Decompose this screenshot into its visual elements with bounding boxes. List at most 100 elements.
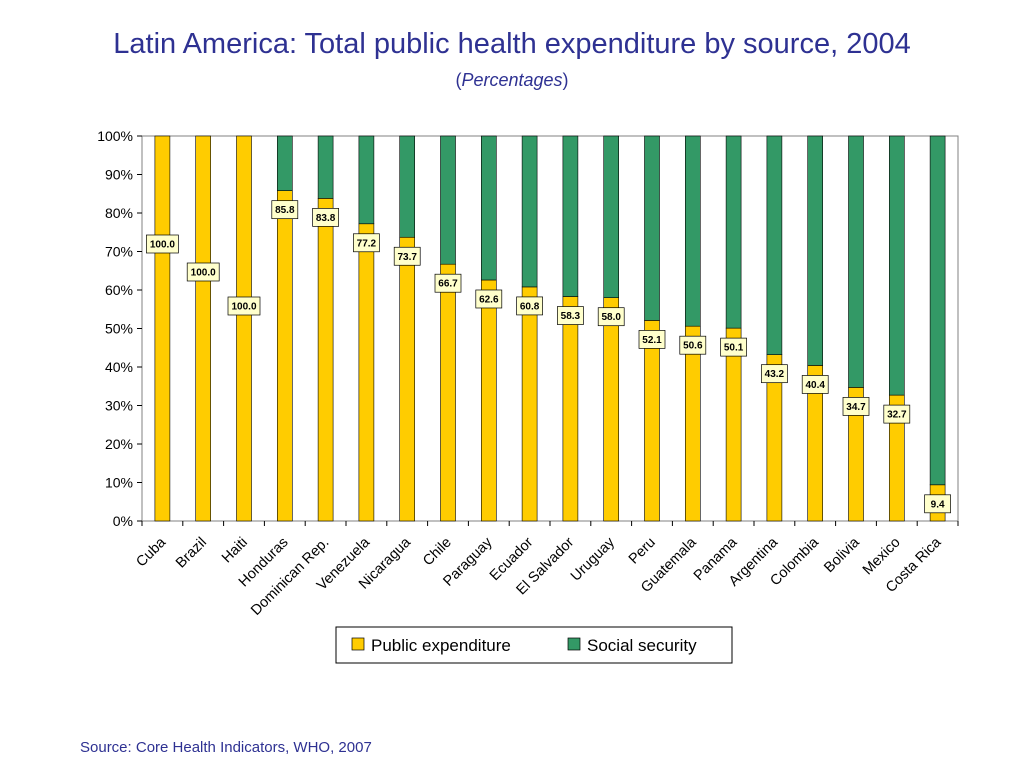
x-category-label: Brazil [173, 535, 210, 572]
data-label: 100.0 [150, 240, 175, 251]
data-label: 100.0 [231, 302, 256, 313]
x-category-label: Cuba [133, 534, 169, 570]
bar-public-expenditure [480, 279, 497, 522]
data-label: 40.4 [805, 380, 825, 391]
data-label-box [227, 296, 261, 316]
data-label: 62.6 [479, 294, 499, 305]
data-label-box [720, 337, 747, 357]
bar-public-expenditure [562, 296, 579, 522]
data-label: 43.2 [765, 369, 785, 380]
bar-social-security [888, 135, 905, 396]
bar-social-security [766, 135, 783, 355]
data-label: 85.8 [275, 205, 295, 216]
legend-box [335, 626, 733, 664]
y-tick-label: 80% [105, 205, 133, 221]
subtitle-open-paren: ( [455, 70, 462, 90]
bar-public-expenditure [440, 263, 456, 522]
data-label-box [146, 234, 179, 254]
data-label: 77.2 [357, 238, 377, 249]
plot-area [141, 135, 959, 522]
bar-social-security [358, 135, 375, 225]
bar-social-security [848, 135, 864, 388]
data-label: 66.7 [438, 279, 458, 290]
bar-social-security [317, 135, 334, 199]
y-tick-label: 10% [105, 475, 133, 491]
y-tick-label: 40% [105, 359, 133, 375]
chart-subtitle: (Percentages) [0, 70, 1024, 91]
data-label: 50.6 [683, 341, 703, 352]
bar-public-expenditure [317, 198, 334, 522]
x-category-label: Chile [420, 535, 455, 570]
data-label-box [393, 246, 421, 266]
data-label-box [186, 262, 220, 282]
chart-title: Latin America: Total public health expen… [113, 28, 911, 60]
data-label-box [679, 335, 707, 355]
data-label-box [516, 296, 543, 316]
data-label: 52.1 [642, 335, 662, 346]
data-label: 50.1 [724, 343, 744, 354]
bar-social-security [807, 135, 824, 366]
data-label-box [638, 330, 666, 349]
data-label-box [557, 306, 584, 325]
bar-public-expenditure [358, 223, 375, 522]
data-label: 73.7 [397, 252, 417, 263]
x-category-label: Uruguay [568, 534, 619, 585]
data-label-box [761, 364, 788, 384]
bar-social-security [276, 135, 293, 191]
source-note: Source: Core Health Indicators, WHO, 200… [80, 739, 372, 756]
data-label-box [271, 200, 299, 220]
bar-social-security [725, 135, 742, 329]
x-category-label: Bolivia [821, 534, 863, 576]
y-tick-label: 60% [105, 282, 133, 298]
y-tick-label: 50% [105, 321, 133, 337]
data-label-box [842, 397, 870, 416]
bar-public-expenditure [644, 320, 660, 522]
data-label: 58.0 [601, 312, 621, 323]
bar-public-expenditure [684, 325, 701, 522]
legend-swatch-public [351, 637, 365, 651]
y-tick-label: 90% [105, 167, 133, 183]
bar-social-security [562, 135, 579, 297]
legend-label-public: Public expenditure [371, 636, 511, 655]
x-category-label: Haiti [219, 535, 251, 567]
data-label-box [353, 233, 380, 253]
bar-social-security [603, 135, 620, 298]
bar-public-expenditure [276, 190, 293, 522]
data-label: 32.7 [887, 410, 907, 421]
y-tick-label: 100% [97, 128, 133, 144]
bar-social-security [521, 135, 538, 288]
data-label: 100.0 [191, 268, 216, 279]
data-label-box [475, 289, 503, 309]
y-tick-label: 70% [105, 244, 133, 260]
data-label: 34.7 [846, 402, 866, 413]
data-label-box [801, 375, 829, 394]
data-label: 60.8 [520, 301, 540, 312]
bar-public-expenditure [154, 135, 171, 522]
bar-social-security [399, 135, 416, 238]
x-category-label: Peru [626, 535, 659, 568]
data-label-box [924, 494, 951, 514]
bar-public-expenditure [236, 135, 252, 522]
bar-social-security [644, 135, 660, 321]
data-label-box [883, 404, 911, 424]
data-label-box [312, 208, 339, 227]
legend-label-social: Social security [587, 636, 697, 655]
y-tick-label: 20% [105, 436, 133, 452]
subtitle-close-paren: ) [562, 70, 569, 90]
bar-social-security [440, 135, 456, 265]
bar-public-expenditure [399, 236, 416, 522]
bar-social-security [929, 135, 946, 486]
bar-public-expenditure [603, 297, 620, 522]
data-label-box [434, 273, 462, 293]
y-tick-label: 0% [113, 513, 133, 529]
bar-social-security [480, 135, 497, 281]
subtitle-text: Percentages [461, 70, 563, 90]
legend-swatch-social [567, 637, 581, 651]
bar-social-security [684, 135, 701, 327]
data-label: 83.8 [316, 213, 336, 224]
y-tick-label: 30% [105, 398, 133, 414]
bar-public-expenditure [521, 286, 538, 522]
data-label: 9.4 [931, 499, 945, 510]
bar-public-expenditure [725, 327, 742, 522]
